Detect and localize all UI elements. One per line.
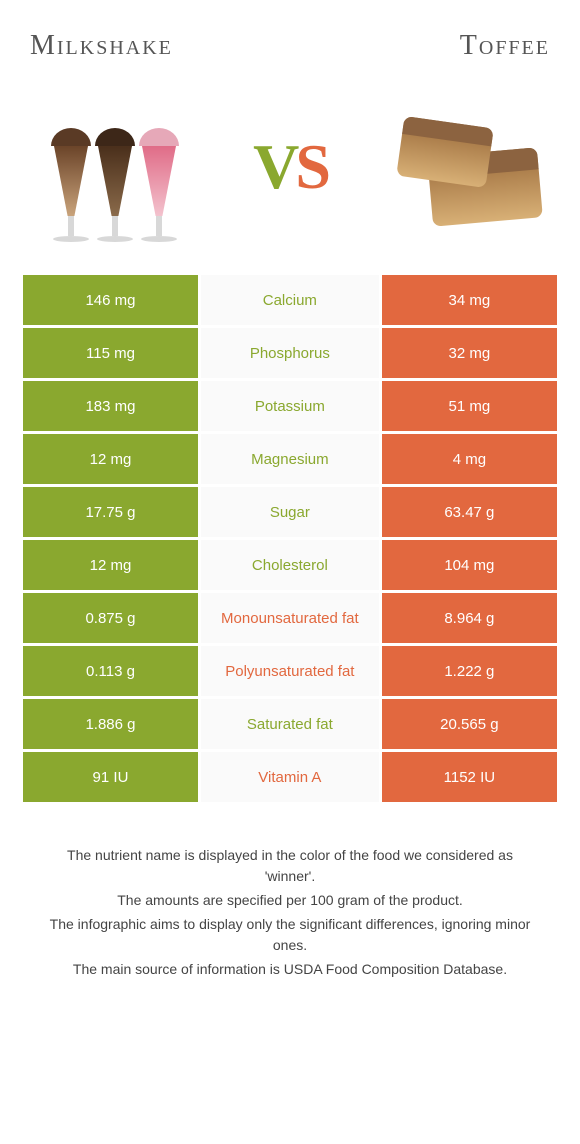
- vs-label: VS: [253, 130, 327, 204]
- right-value: 63.47 g: [382, 487, 557, 537]
- nutrient-label: Monounsaturated fat: [201, 593, 379, 643]
- table-row: 0.113 gPolyunsaturated fat1.222 g: [23, 646, 557, 696]
- table-row: 115 mgPhosphorus32 mg: [23, 328, 557, 378]
- right-value: 1.222 g: [382, 646, 557, 696]
- nutrient-label: Cholesterol: [201, 540, 379, 590]
- nutrient-label: Phosphorus: [201, 328, 379, 378]
- right-value: 4 mg: [382, 434, 557, 484]
- left-value: 183 mg: [23, 381, 198, 431]
- table-row: 146 mgCalcium34 mg: [23, 275, 557, 325]
- left-value: 1.886 g: [23, 699, 198, 749]
- table-row: 1.886 gSaturated fat20.565 g: [23, 699, 557, 749]
- footnote-line: The amounts are specified per 100 gram o…: [40, 890, 540, 911]
- vs-s: S: [295, 131, 327, 202]
- nutrient-label: Polyunsaturated fat: [201, 646, 379, 696]
- table-row: 0.875 gMonounsaturated fat8.964 g: [23, 593, 557, 643]
- right-value: 32 mg: [382, 328, 557, 378]
- nutrient-label: Calcium: [201, 275, 379, 325]
- left-value: 12 mg: [23, 434, 198, 484]
- nutrient-label: Saturated fat: [201, 699, 379, 749]
- footnote-line: The main source of information is USDA F…: [40, 959, 540, 980]
- right-value: 8.964 g: [382, 593, 557, 643]
- footnote-line: The infographic aims to display only the…: [40, 914, 540, 956]
- left-value: 12 mg: [23, 540, 198, 590]
- nutrient-table: 146 mgCalcium34 mg115 mgPhosphorus32 mg1…: [20, 272, 560, 805]
- left-value: 146 mg: [23, 275, 198, 325]
- hero-row: VS: [20, 82, 560, 272]
- right-value: 51 mg: [382, 381, 557, 431]
- nutrient-label: Magnesium: [201, 434, 379, 484]
- table-row: 91 IUVitamin A1152 IU: [23, 752, 557, 802]
- right-food-title: Toffee: [460, 30, 550, 62]
- milkshake-image: [30, 92, 200, 242]
- left-value: 115 mg: [23, 328, 198, 378]
- table-row: 17.75 gSugar63.47 g: [23, 487, 557, 537]
- footnote-line: The nutrient name is displayed in the co…: [40, 845, 540, 887]
- table-row: 183 mgPotassium51 mg: [23, 381, 557, 431]
- left-value: 0.875 g: [23, 593, 198, 643]
- title-row: Milkshake Toffee: [20, 30, 560, 82]
- left-value: 0.113 g: [23, 646, 198, 696]
- right-value: 1152 IU: [382, 752, 557, 802]
- vs-v: V: [253, 131, 295, 202]
- footnotes: The nutrient name is displayed in the co…: [20, 805, 560, 980]
- left-value: 17.75 g: [23, 487, 198, 537]
- table-row: 12 mgCholesterol104 mg: [23, 540, 557, 590]
- table-row: 12 mgMagnesium4 mg: [23, 434, 557, 484]
- right-value: 34 mg: [382, 275, 557, 325]
- toffee-image: [380, 92, 550, 242]
- left-value: 91 IU: [23, 752, 198, 802]
- right-value: 20.565 g: [382, 699, 557, 749]
- nutrient-label: Sugar: [201, 487, 379, 537]
- nutrient-label: Vitamin A: [201, 752, 379, 802]
- right-value: 104 mg: [382, 540, 557, 590]
- left-food-title: Milkshake: [30, 30, 173, 62]
- nutrient-label: Potassium: [201, 381, 379, 431]
